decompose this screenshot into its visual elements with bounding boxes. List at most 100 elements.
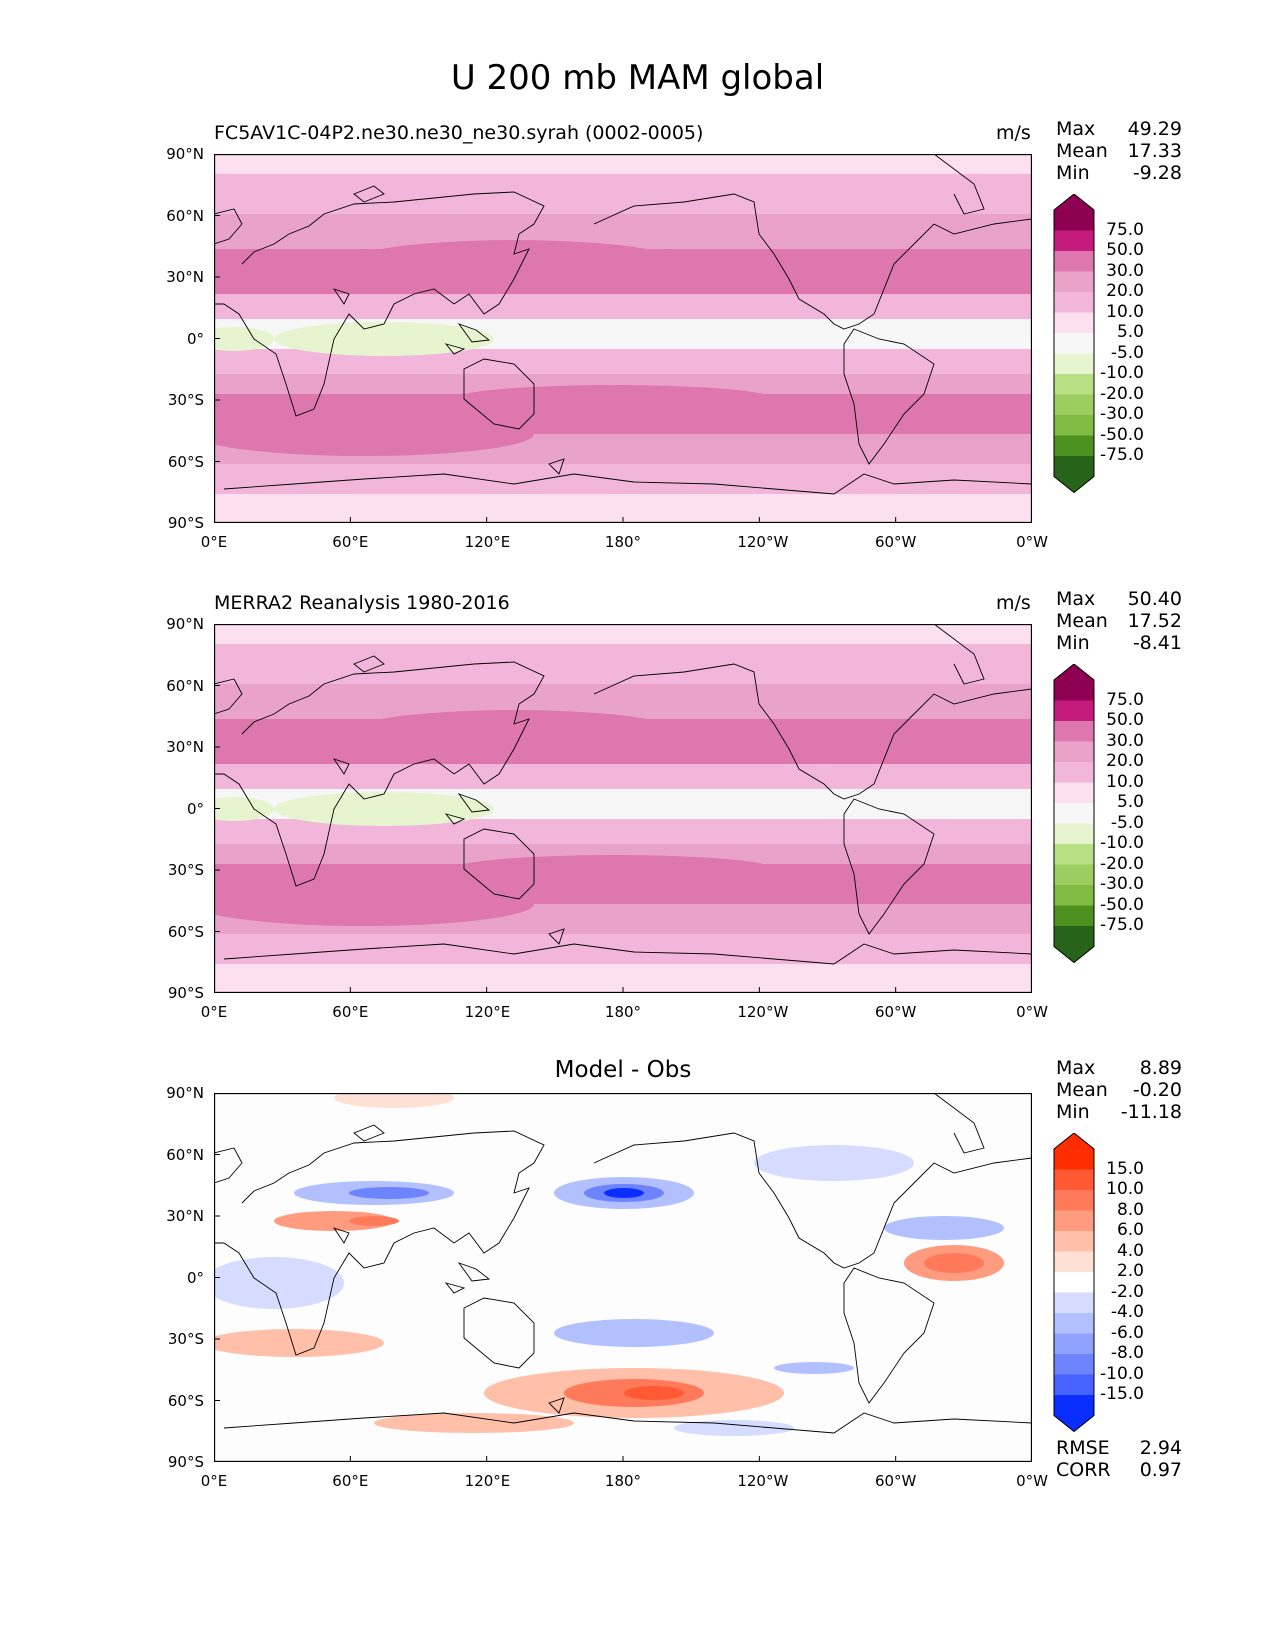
colorbar-tick-label: -20.0 bbox=[1100, 383, 1144, 404]
colorbar-swatch bbox=[1054, 333, 1094, 354]
colorbar-tick-label: -50.0 bbox=[1100, 424, 1144, 445]
lon-tick-label: 180° bbox=[604, 1003, 642, 1021]
contour-band bbox=[214, 174, 1032, 214]
colorbar-swatch bbox=[1054, 194, 1094, 231]
lon-tick-label: 60°W bbox=[874, 1003, 917, 1021]
lat-tick-label: 30°S bbox=[167, 861, 204, 879]
contour-band bbox=[214, 644, 1032, 684]
coastline bbox=[593, 1093, 1032, 1269]
colorbar-tick-label: 2.0 bbox=[1116, 1261, 1144, 1281]
lat-tick-label: 90°S bbox=[167, 514, 204, 532]
map-plot: 90°N 60°N 30°N 0° 30°S 60°S 90°S 0°E 60°E 120°E 18… bbox=[166, 145, 1048, 551]
lon-tick-label: 0°W bbox=[1016, 533, 1048, 551]
lon-tick-label: 120°W bbox=[737, 533, 789, 551]
lat-tick-label: 90°N bbox=[166, 615, 204, 633]
colorbar-swatch bbox=[1054, 803, 1094, 824]
colorbar-tick-label: 75.0 bbox=[1106, 219, 1144, 240]
colorbar-tick-label: 10.0 bbox=[1106, 771, 1144, 792]
min-label: Min bbox=[1056, 632, 1090, 654]
colorbar-swatch bbox=[1054, 905, 1094, 926]
coastline bbox=[214, 661, 545, 887]
mean-label: Mean bbox=[1056, 1079, 1108, 1101]
max-value: 50.40 bbox=[1127, 588, 1182, 610]
coastline bbox=[593, 154, 1032, 330]
colorbar-swatch bbox=[1054, 1292, 1094, 1313]
coastline bbox=[332, 288, 350, 305]
lat-tick-label: 90°S bbox=[167, 1453, 204, 1471]
colorbar-tick-label: -6.0 bbox=[1110, 1322, 1144, 1343]
contour-band bbox=[604, 1188, 644, 1198]
colorbar-swatch bbox=[1054, 1133, 1094, 1170]
colorbar-swatch bbox=[1054, 312, 1094, 333]
colorbar-tick-label: 5.0 bbox=[1116, 322, 1144, 342]
lat-tick-label: 60°S bbox=[167, 1391, 204, 1410]
map-plot: 90°N 60°N 30°N 0° 30°S 60°S 90°S 0°E 60°E 120°E 18… bbox=[166, 615, 1048, 1021]
lon-tick-label: 60°W bbox=[874, 1472, 917, 1490]
contour-band bbox=[374, 1413, 574, 1433]
lat-tick-label: 60°N bbox=[166, 206, 204, 225]
lat-tick-label: 90°N bbox=[166, 145, 204, 163]
contour-band bbox=[754, 1145, 914, 1181]
colorbar-swatch bbox=[1054, 926, 1094, 963]
panel-title: Model - Obs bbox=[554, 1057, 692, 1083]
coastline bbox=[457, 323, 491, 343]
map-shading bbox=[214, 1093, 1032, 1462]
colorbar-tick-label: 6.0 bbox=[1116, 1220, 1144, 1240]
max-label: Max bbox=[1056, 1057, 1096, 1079]
coastline bbox=[593, 624, 1032, 800]
coastline bbox=[933, 624, 985, 685]
colorbar-tick-label: -8.0 bbox=[1110, 1343, 1144, 1363]
colorbar-tick-label: 50.0 bbox=[1106, 710, 1144, 730]
colorbar-swatch bbox=[1054, 435, 1094, 456]
colorbar-tick-label: 30.0 bbox=[1106, 260, 1144, 281]
colorbar-swatch bbox=[1054, 1210, 1094, 1231]
lat-tick-label: 30°N bbox=[166, 1207, 204, 1225]
min-label: Min bbox=[1056, 1101, 1090, 1123]
max-value: 8.89 bbox=[1139, 1057, 1182, 1079]
contour-band bbox=[274, 1211, 394, 1231]
colorbar-tick-label: -5.0 bbox=[1110, 812, 1144, 833]
panel-diff: Model - Obs Max 8.89 Mean -0.20 Min -11.18 … bbox=[0, 1057, 1275, 1527]
coastline bbox=[933, 154, 985, 215]
colorbar-swatch bbox=[1054, 1395, 1094, 1432]
rmse-value: 2.94 bbox=[1139, 1437, 1182, 1459]
coastline bbox=[463, 1297, 535, 1369]
lat-tick-label: 60°N bbox=[166, 1145, 204, 1164]
colorbar-tick-label: 8.0 bbox=[1116, 1199, 1144, 1220]
colorbar-swatch bbox=[1054, 1374, 1094, 1395]
coastline bbox=[223, 473, 1032, 495]
coastline bbox=[463, 828, 535, 900]
contour-band bbox=[214, 1329, 384, 1357]
coastline bbox=[332, 758, 350, 775]
colorbar-swatch bbox=[1054, 741, 1094, 762]
lat-tick-label: 60°S bbox=[167, 452, 204, 471]
colorbar-swatch bbox=[1054, 885, 1094, 906]
coastline bbox=[548, 458, 565, 475]
coastline bbox=[353, 655, 385, 673]
lon-tick-label: 60°E bbox=[332, 1472, 369, 1490]
colorbar-tick-label: 15.0 bbox=[1106, 1158, 1144, 1179]
coastline bbox=[223, 943, 1032, 965]
lat-tick-label: 0° bbox=[186, 329, 204, 348]
colorbar-swatch bbox=[1054, 864, 1094, 885]
lon-tick-label: 120°E bbox=[464, 1472, 511, 1490]
coastline bbox=[933, 1093, 985, 1154]
colorbar-swatch bbox=[1054, 353, 1094, 374]
lat-tick-label: 0° bbox=[186, 799, 204, 818]
colorbar-tick-label: 20.0 bbox=[1106, 751, 1144, 771]
max-value: 49.29 bbox=[1127, 118, 1182, 140]
coastline bbox=[463, 358, 535, 430]
colorbar-swatch bbox=[1054, 292, 1094, 313]
colorbar-swatch bbox=[1054, 700, 1094, 721]
mean-label: Mean bbox=[1056, 140, 1108, 162]
colorbar-swatch bbox=[1054, 1190, 1094, 1211]
min-value: -8.41 bbox=[1132, 632, 1182, 654]
colorbar-tick-label: -4.0 bbox=[1110, 1302, 1144, 1322]
lon-tick-label: 0°E bbox=[200, 1472, 228, 1490]
lat-tick-label: 30°N bbox=[166, 268, 204, 286]
colorbar-tick-label: 10.0 bbox=[1106, 1179, 1144, 1199]
coastline bbox=[214, 1147, 243, 1184]
lat-tick-label: 90°S bbox=[167, 984, 204, 1002]
lon-tick-label: 0°W bbox=[1016, 1472, 1048, 1490]
colorbar-tick-label: -10.0 bbox=[1100, 1363, 1144, 1384]
